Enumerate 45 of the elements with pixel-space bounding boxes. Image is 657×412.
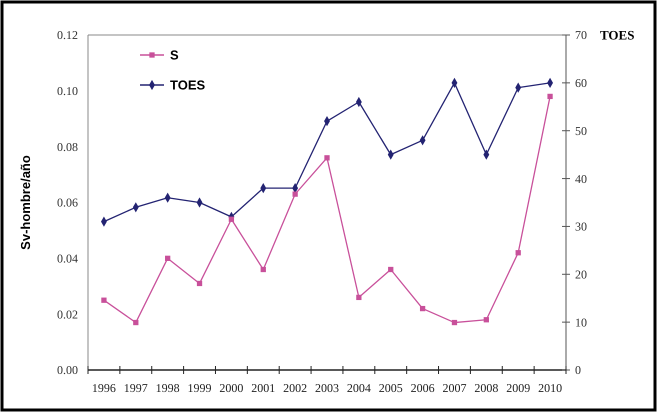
x-tick-label: 2004 (346, 381, 371, 395)
legend-label: TOES (170, 78, 206, 93)
point (388, 266, 394, 272)
x-tick-label: 2010 (538, 381, 562, 395)
point (324, 155, 330, 160)
x-tick-label: 2003 (315, 381, 339, 395)
x-tick-label: 2006 (410, 381, 435, 395)
x-tick-label: 1997 (124, 381, 148, 395)
y-axis-title: Sv-hombre/año (18, 155, 33, 250)
x-tick-label: 2005 (378, 381, 403, 395)
point (165, 256, 170, 261)
x-tick-label: 2009 (506, 381, 530, 395)
x-tick-label: 1996 (92, 381, 116, 395)
point (228, 216, 234, 222)
y-tick-label: 0.12 (57, 28, 78, 42)
y-tick-label: 0.02 (57, 307, 78, 322)
point (101, 298, 107, 303)
x-tick-label: 2002 (283, 381, 308, 395)
y2-axis-title: TOES (600, 28, 634, 43)
point (260, 266, 266, 272)
x-tick-label: 2007 (442, 381, 466, 395)
y-tick-label: 0.06 (57, 196, 78, 210)
y2-tick-label: 60 (575, 76, 587, 90)
y2-tick-label: 70 (575, 28, 587, 42)
y2-tick-label: 40 (575, 172, 587, 186)
x-tick-label: 2008 (474, 381, 498, 395)
y2-tick-label: 50 (575, 124, 587, 138)
point (356, 294, 362, 300)
point (133, 320, 138, 326)
y-tick-label: 0.04 (57, 252, 78, 266)
x-tick-label: 1999 (188, 381, 212, 395)
x-tick-label: 2001 (251, 381, 276, 395)
point (292, 191, 298, 197)
y2-tick-label: 0 (575, 363, 581, 378)
legend-label: S (170, 48, 179, 63)
y-tick-label: 0.08 (57, 140, 78, 154)
y2-tick-label: 10 (575, 315, 587, 330)
x-tick-label: 2000 (219, 381, 244, 395)
y-tick-label: 0.10 (57, 84, 78, 98)
point (484, 317, 489, 322)
y-tick-label: 0.00 (57, 363, 78, 378)
y2-tick-label: 20 (575, 267, 587, 282)
y2-tick-label: 30 (575, 220, 587, 234)
x-tick-label: 1998 (156, 381, 180, 395)
point (516, 250, 521, 256)
